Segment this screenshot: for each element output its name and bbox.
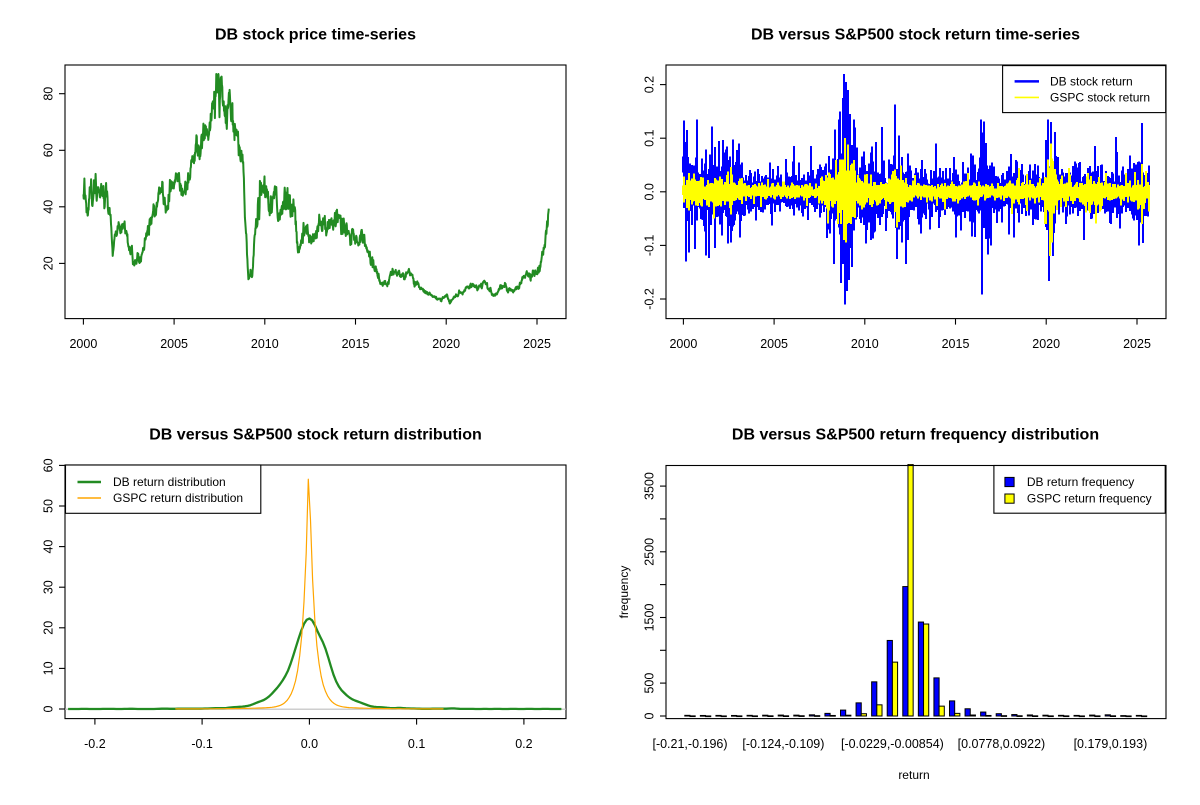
svg-text:20: 20 bbox=[42, 256, 56, 270]
svg-text:0.1: 0.1 bbox=[643, 129, 657, 146]
svg-text:2000: 2000 bbox=[69, 337, 97, 351]
svg-text:2015: 2015 bbox=[942, 337, 970, 351]
svg-text:2010: 2010 bbox=[251, 337, 279, 351]
svg-text:DB stock price time-series: DB stock price time-series bbox=[215, 27, 416, 44]
svg-text:DB return distribution: DB return distribution bbox=[113, 475, 226, 489]
svg-text:[0.179,0.193): [0.179,0.193) bbox=[1074, 737, 1148, 751]
svg-text:[0.0778,0.0922): [0.0778,0.0922) bbox=[958, 737, 1046, 751]
svg-text:20: 20 bbox=[42, 621, 56, 635]
svg-text:3500: 3500 bbox=[643, 472, 657, 500]
svg-text:2020: 2020 bbox=[1032, 337, 1060, 351]
svg-text:50: 50 bbox=[42, 499, 56, 513]
svg-text:2025: 2025 bbox=[1123, 337, 1151, 351]
svg-text:40: 40 bbox=[42, 540, 56, 554]
svg-text:DB stock return: DB stock return bbox=[1050, 75, 1133, 89]
svg-text:2020: 2020 bbox=[432, 337, 460, 351]
svg-text:0: 0 bbox=[42, 705, 56, 712]
svg-text:0.1: 0.1 bbox=[408, 737, 425, 751]
svg-text:-0.2: -0.2 bbox=[643, 288, 657, 310]
svg-text:2005: 2005 bbox=[160, 337, 188, 351]
svg-text:return: return bbox=[898, 768, 929, 782]
svg-text:10: 10 bbox=[42, 661, 56, 675]
svg-text:1500: 1500 bbox=[643, 604, 657, 632]
svg-text:2500: 2500 bbox=[643, 538, 657, 566]
svg-text:DB return frequency: DB return frequency bbox=[1027, 475, 1134, 489]
svg-text:2000: 2000 bbox=[669, 337, 697, 351]
svg-text:2025: 2025 bbox=[523, 337, 551, 351]
svg-text:0.2: 0.2 bbox=[643, 76, 657, 93]
svg-text:0.2: 0.2 bbox=[515, 737, 532, 751]
svg-text:30: 30 bbox=[42, 580, 56, 594]
svg-text:60: 60 bbox=[42, 458, 56, 472]
svg-text:[-0.21,-0.196): [-0.21,-0.196) bbox=[652, 737, 727, 751]
svg-text:-0.2: -0.2 bbox=[84, 737, 106, 751]
svg-text:GSPC return distribution: GSPC return distribution bbox=[113, 491, 243, 505]
svg-text:frequency: frequency bbox=[617, 566, 631, 619]
svg-text:2005: 2005 bbox=[760, 337, 788, 351]
svg-text:60: 60 bbox=[42, 143, 56, 157]
svg-text:GSPC return frequency: GSPC return frequency bbox=[1027, 492, 1152, 506]
svg-text:80: 80 bbox=[42, 87, 56, 101]
svg-text:DB versus S&P500 return freque: DB versus S&P500 return frequency distri… bbox=[732, 427, 1099, 444]
svg-text:[-0.124,-0.109): [-0.124,-0.109) bbox=[742, 737, 824, 751]
svg-text:2015: 2015 bbox=[342, 337, 370, 351]
svg-text:0.0: 0.0 bbox=[301, 737, 318, 751]
svg-text:0.0: 0.0 bbox=[643, 183, 657, 200]
svg-text:40: 40 bbox=[42, 200, 56, 214]
svg-text:0: 0 bbox=[643, 712, 657, 719]
svg-text:[-0.0229,-0.00854): [-0.0229,-0.00854) bbox=[841, 737, 944, 751]
svg-text:-0.1: -0.1 bbox=[191, 737, 213, 751]
svg-text:-0.1: -0.1 bbox=[643, 235, 657, 257]
svg-text:DB versus S&P500 stock return: DB versus S&P500 stock return time-serie… bbox=[751, 27, 1080, 44]
svg-text:DB versus S&P500 stock return: DB versus S&P500 stock return distributi… bbox=[149, 427, 482, 444]
svg-text:2010: 2010 bbox=[851, 337, 879, 351]
svg-text:500: 500 bbox=[643, 673, 657, 694]
svg-text:GSPC stock return: GSPC stock return bbox=[1050, 91, 1150, 105]
